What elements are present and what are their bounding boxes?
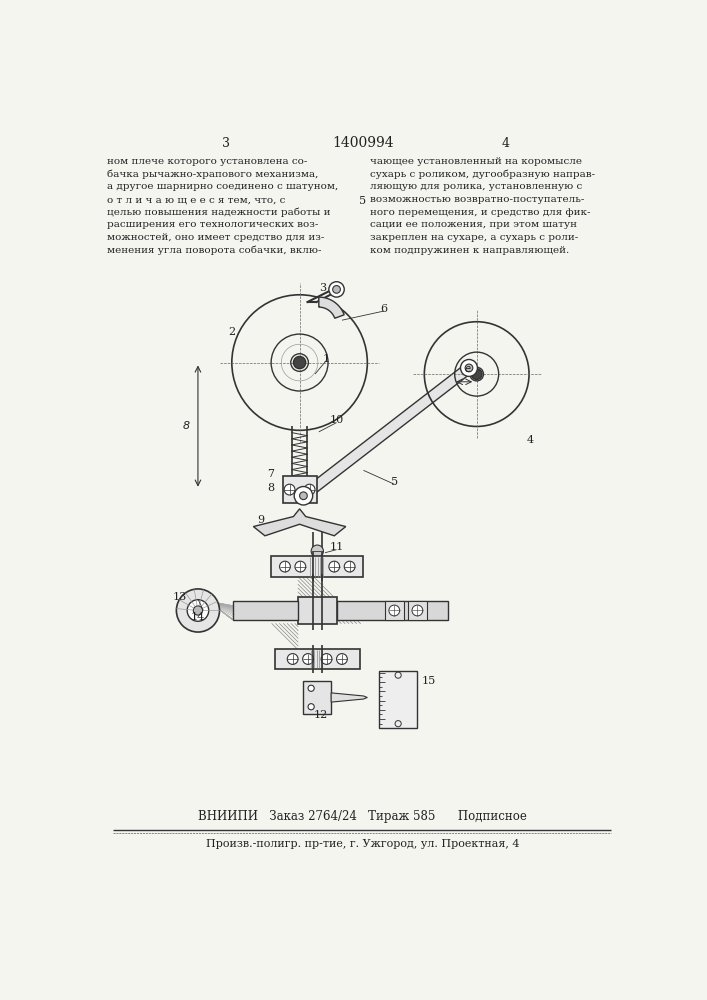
- Circle shape: [295, 561, 305, 572]
- Text: 4: 4: [527, 435, 534, 445]
- Polygon shape: [300, 364, 472, 500]
- Polygon shape: [331, 693, 368, 702]
- Text: можностей, оно имеет средство для из-: можностей, оно имеет средство для из-: [107, 233, 325, 242]
- Text: e: e: [465, 364, 471, 374]
- Bar: [298, 597, 337, 624]
- Circle shape: [460, 359, 477, 376]
- Circle shape: [329, 561, 339, 572]
- Circle shape: [284, 484, 295, 495]
- Text: Произв.-полигр. пр-тие, г. Ужгород, ул. Проектная, 4: Произв.-полигр. пр-тие, г. Ужгород, ул. …: [206, 839, 520, 849]
- Text: 1400994: 1400994: [332, 136, 394, 150]
- Circle shape: [333, 286, 340, 293]
- Text: ного перемещения, и средство для фик-: ного перемещения, и средство для фик-: [370, 208, 590, 217]
- Text: о т л и ч а ю щ е е с я тем, что, с: о т л и ч а ю щ е е с я тем, что, с: [107, 195, 286, 204]
- Text: 8: 8: [183, 421, 190, 431]
- Bar: [303, 681, 331, 714]
- Circle shape: [303, 654, 313, 664]
- Bar: [233, 601, 298, 620]
- Text: 12: 12: [314, 710, 328, 720]
- Text: 6: 6: [381, 304, 388, 314]
- Circle shape: [337, 654, 347, 664]
- Circle shape: [294, 487, 312, 505]
- Text: сухарь с роликом, дугообразную направ-: сухарь с роликом, дугообразную направ-: [370, 170, 595, 179]
- Text: 1: 1: [323, 354, 330, 364]
- Text: 3: 3: [319, 283, 326, 293]
- Text: 5: 5: [359, 196, 366, 206]
- Bar: [408, 601, 426, 620]
- Text: 8: 8: [267, 483, 274, 493]
- Text: ляющую для ролика, установленную с: ляющую для ролика, установленную с: [370, 182, 582, 191]
- Text: чающее установленный на коромысле: чающее установленный на коромысле: [370, 157, 582, 166]
- Text: ном плече которого установлена со-: ном плече которого установлена со-: [107, 157, 308, 166]
- Text: 14: 14: [191, 612, 205, 622]
- Bar: [283, 476, 317, 503]
- Circle shape: [465, 364, 473, 372]
- Text: закреплен на сухаре, а сухарь с роли-: закреплен на сухаре, а сухарь с роли-: [370, 233, 578, 242]
- Text: бачка рычажно-храпового механизма,: бачка рычажно-храпового механизма,: [107, 170, 318, 179]
- Text: целью повышения надежности работы и: целью повышения надежности работы и: [107, 208, 331, 217]
- Text: 5: 5: [391, 477, 398, 487]
- Circle shape: [472, 369, 482, 379]
- Bar: [275, 649, 360, 669]
- Text: ВНИИПИ   Заказ 2764/24   Тираж 585      Подписное: ВНИИПИ Заказ 2764/24 Тираж 585 Подписное: [198, 810, 527, 823]
- Text: 10: 10: [329, 415, 344, 425]
- Text: расширения его технологических воз-: расширения его технологических воз-: [107, 220, 318, 229]
- Polygon shape: [253, 509, 346, 536]
- Circle shape: [308, 685, 314, 691]
- Text: а другое шарнирно соединено с шатуном,: а другое шарнирно соединено с шатуном,: [107, 182, 339, 191]
- Text: 13: 13: [173, 592, 187, 602]
- Text: 9: 9: [257, 515, 264, 525]
- Text: возможностью возвратно-поступатель-: возможностью возвратно-поступатель-: [370, 195, 584, 204]
- Text: 15: 15: [422, 676, 436, 686]
- Circle shape: [193, 606, 203, 615]
- Circle shape: [287, 654, 298, 664]
- Circle shape: [279, 561, 291, 572]
- Text: менения угла поворота собачки, вклю-: менения угла поворота собачки, вклю-: [107, 246, 322, 255]
- Bar: [385, 601, 404, 620]
- Circle shape: [344, 561, 355, 572]
- Polygon shape: [319, 297, 344, 318]
- Circle shape: [176, 589, 219, 632]
- Text: сации ее положения, при этом шатун: сации ее положения, при этом шатун: [370, 220, 577, 229]
- Circle shape: [321, 654, 332, 664]
- Bar: [271, 556, 363, 577]
- Circle shape: [389, 605, 399, 616]
- Text: 2: 2: [228, 327, 235, 337]
- Circle shape: [412, 605, 423, 616]
- Circle shape: [311, 545, 324, 557]
- Bar: [337, 601, 448, 620]
- Circle shape: [308, 704, 314, 710]
- Circle shape: [187, 600, 209, 621]
- Circle shape: [300, 492, 308, 500]
- Text: 11: 11: [329, 542, 344, 552]
- Text: 4: 4: [502, 137, 510, 150]
- Bar: [379, 671, 417, 728]
- Text: 7: 7: [267, 469, 274, 479]
- Circle shape: [329, 282, 344, 297]
- Text: ком подпружинен к направляющей.: ком подпружинен к направляющей.: [370, 246, 569, 255]
- Circle shape: [293, 356, 305, 369]
- Circle shape: [304, 484, 315, 495]
- Text: 3: 3: [223, 137, 230, 150]
